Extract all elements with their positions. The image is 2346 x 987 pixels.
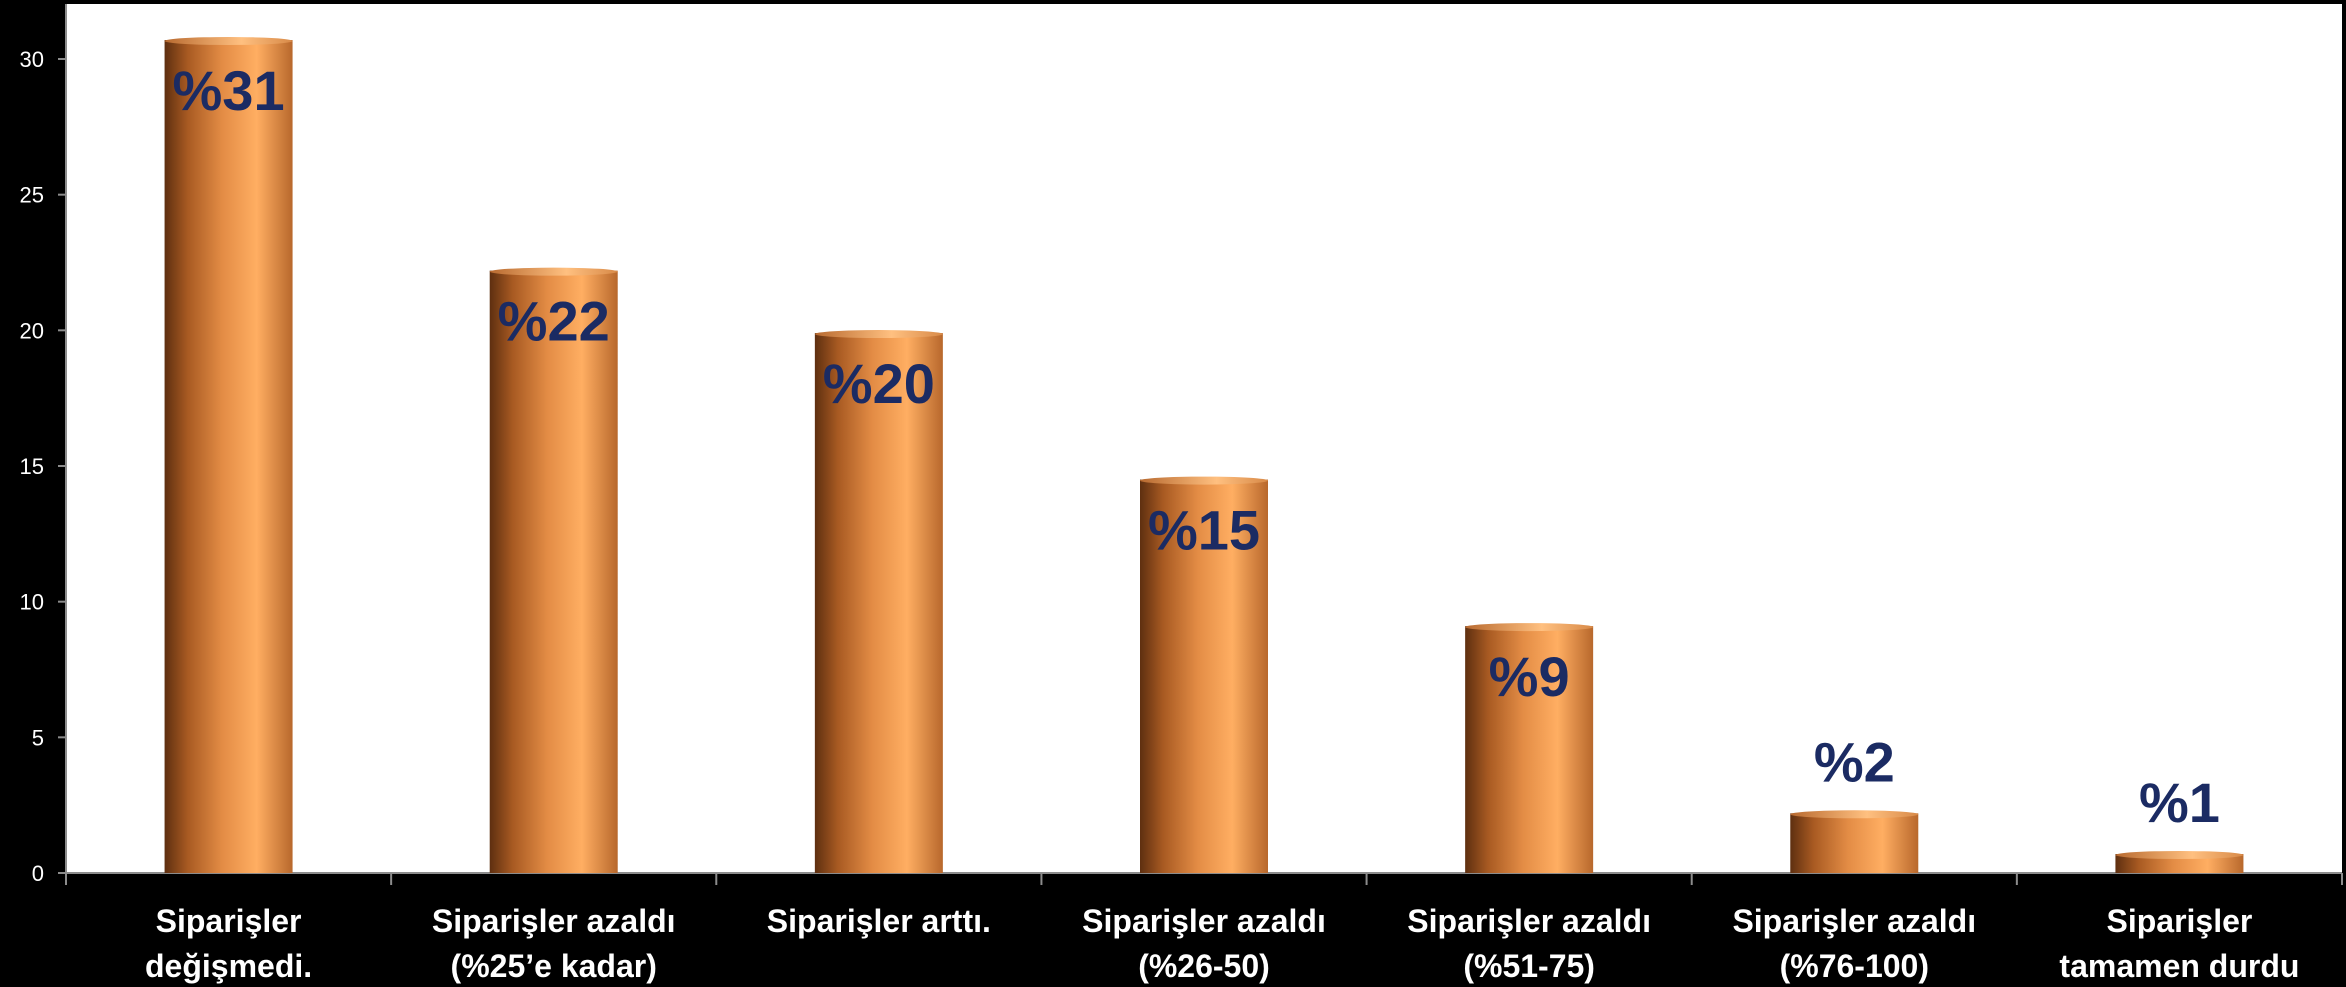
y-tick-label: 20 xyxy=(20,318,44,343)
data-labels: %31 %22 %20 %15 %9 %2 %1 xyxy=(173,59,2220,834)
data-label: %20 xyxy=(823,352,935,415)
bar xyxy=(164,40,293,874)
bar xyxy=(1790,813,1919,873)
y-tick-label: 15 xyxy=(20,454,44,479)
bar-cap xyxy=(2115,851,2244,860)
category-label: Siparişler azaldı (%26-50) xyxy=(1082,903,1326,984)
bar xyxy=(1465,626,1594,873)
data-label: %2 xyxy=(1814,730,1895,793)
y-tick-label: 5 xyxy=(32,725,44,750)
bars xyxy=(164,37,2244,874)
bar-cap xyxy=(814,330,943,339)
data-label: %15 xyxy=(1148,499,1260,562)
data-label: %1 xyxy=(2139,771,2220,834)
bar-cap xyxy=(1790,810,1919,819)
bar-cap xyxy=(489,267,618,276)
data-label: %22 xyxy=(498,290,610,353)
bar-cap xyxy=(1140,476,1268,485)
category-label: Siparişler tamamen durdu xyxy=(2059,903,2299,984)
category-label: Siparişler azaldı (%25’e kadar) xyxy=(432,903,676,984)
category-label: Siparişler değişmedi. xyxy=(145,903,312,984)
bar-cap xyxy=(1465,623,1594,632)
data-label: %31 xyxy=(173,59,285,122)
bar xyxy=(2115,854,2244,873)
category-labels: Siparişler değişmedi. Siparişler azaldı (%2… xyxy=(145,903,2299,984)
x-axis xyxy=(65,872,2343,885)
bar xyxy=(489,270,618,873)
y-tick-label: 10 xyxy=(20,590,44,615)
bar-cap xyxy=(164,37,293,46)
y-axis: 0 5 10 15 20 25 30 xyxy=(20,4,67,886)
category-label: Siparişler arttı. xyxy=(767,903,991,939)
data-label: %9 xyxy=(1489,645,1570,708)
y-tick-label: 30 xyxy=(20,47,44,72)
category-label: Siparişler azaldı (%51-75) xyxy=(1407,903,1651,984)
bar xyxy=(1140,479,1268,873)
y-tick-label: 0 xyxy=(32,861,44,886)
bar xyxy=(814,333,943,874)
category-label: Siparişler azaldı (%76-100) xyxy=(1732,903,1976,984)
y-tick-label: 25 xyxy=(20,183,44,208)
